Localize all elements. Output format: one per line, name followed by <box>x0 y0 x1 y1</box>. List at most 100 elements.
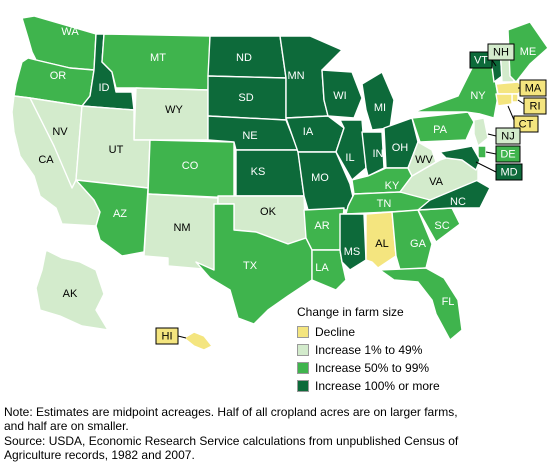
legend: Change in farm size Decline Increase 1% … <box>297 305 440 395</box>
state-label-nd: ND <box>236 52 252 64</box>
state-tag-ct: CT <box>507 105 539 133</box>
state-va <box>399 153 479 201</box>
state-label-wi: WI <box>333 90 346 102</box>
state-label-ok: OK <box>260 206 277 218</box>
state-label-hi: HI <box>162 331 173 343</box>
state-label-mn: MN <box>287 70 304 82</box>
state-tag-box <box>523 97 547 115</box>
state-nj <box>473 117 489 147</box>
state-tag-ma: MA <box>518 79 547 97</box>
note-text: Note: Estimates are midpoint acreages. H… <box>4 405 458 434</box>
source-text: Source: USDA, Economic Research Service … <box>4 433 459 463</box>
state-label-mi: MI <box>374 102 386 114</box>
state-label-nc: NC <box>450 196 466 208</box>
state-label-wv: WV <box>415 154 433 166</box>
legend-label: Increase 50% to 99% <box>315 361 430 375</box>
state-label-ny: NY <box>470 90 486 102</box>
state-label-id: ID <box>99 82 110 94</box>
state-tag-box <box>487 43 515 61</box>
state-label-co: CO <box>182 160 199 172</box>
state-label-nv: NV <box>52 126 68 138</box>
legend-item-high: Increase 100% or more <box>297 377 440 395</box>
state-de <box>477 145 487 159</box>
state-label-tx: TX <box>243 260 258 272</box>
leader-line <box>485 151 497 155</box>
state-label-ms: MS <box>344 246 361 258</box>
state-label-vt: VT <box>474 55 488 67</box>
state-wv <box>407 141 437 177</box>
state-label-ma: MA <box>525 83 542 95</box>
state-label-ga: GA <box>410 238 427 250</box>
state-label-ca: CA <box>38 154 54 166</box>
state-label-ky: KY <box>385 180 400 192</box>
leader-line <box>487 133 497 137</box>
state-tag-box <box>155 327 179 345</box>
state-wi <box>321 69 363 119</box>
leader-line <box>507 105 515 121</box>
state-label-la: LA <box>315 262 329 274</box>
state-label-fl: FL <box>442 296 455 308</box>
legend-swatch <box>297 326 309 338</box>
legend-item-decline: Decline <box>297 323 440 341</box>
legend-swatch <box>297 344 309 356</box>
state-label-sc: SC <box>434 220 449 232</box>
state-label-mt: MT <box>150 52 166 64</box>
state-tag-md: MD <box>475 161 523 181</box>
state-me <box>507 21 549 83</box>
state-tag-nh: NH <box>487 43 515 61</box>
legend-item-low: Increase 1% to 49% <box>297 341 440 359</box>
state-tag-nj: NJ <box>487 127 521 145</box>
state-ms <box>339 213 367 271</box>
state-label-il: IL <box>345 152 354 164</box>
legend-label: Increase 100% or more <box>315 379 440 393</box>
notes: Note: Estimates are midpoint acreages. H… <box>4 405 549 463</box>
legend-item-mid: Increase 50% to 99% <box>297 359 440 377</box>
state-ak <box>35 249 109 331</box>
state-label-mo: MO <box>311 172 329 184</box>
state-tag-vt: VT <box>469 51 497 69</box>
legend-title: Change in farm size <box>297 305 404 319</box>
legend-swatch <box>297 362 309 374</box>
state-tag-box <box>519 79 547 97</box>
state-tag-box <box>495 145 521 163</box>
state-label-ar: AR <box>314 220 329 232</box>
state-tag-de: DE <box>485 145 521 163</box>
legend-label: Increase 1% to 49% <box>315 343 423 357</box>
state-pa <box>411 111 475 143</box>
state-tag-box <box>495 127 521 145</box>
state-tag-hi: HI <box>155 327 187 345</box>
state-label-va: VA <box>429 176 444 188</box>
state-label-oh: OH <box>392 142 409 154</box>
legend-label: Decline <box>315 325 356 339</box>
state-label-wa: WA <box>61 26 79 38</box>
state-tx <box>195 203 313 325</box>
leader-line <box>475 161 497 173</box>
state-label-ri: RI <box>530 101 541 113</box>
state-label-md: MD <box>500 167 517 179</box>
leader-line <box>491 59 497 67</box>
state-label-nj: NJ <box>501 131 514 143</box>
state-ks <box>235 149 305 197</box>
state-label-or: OR <box>50 70 67 82</box>
state-tag-ri: RI <box>517 97 547 115</box>
state-label-wy: WY <box>165 104 183 116</box>
us-map: WA OR CA NV ID MT WY UT AZ CO NM ND SD NE KS OK TX MN IA MO… <box>11 15 549 351</box>
state-ct <box>495 93 513 107</box>
leader-line <box>177 335 187 339</box>
state-label-nm: NM <box>173 222 190 234</box>
state-label-ak: AK <box>63 288 78 300</box>
state-label-de: DE <box>500 149 515 161</box>
state-label-pa: PA <box>433 124 448 136</box>
state-ri <box>511 93 519 103</box>
state-label-me: ME <box>520 46 537 58</box>
state-label-ut: UT <box>109 144 124 156</box>
state-label-ks: KS <box>251 166 266 178</box>
leader-line <box>517 99 525 105</box>
state-label-ia: IA <box>303 126 314 138</box>
state-md <box>439 145 481 171</box>
state-label-al: AL <box>375 238 388 250</box>
state-hi <box>183 331 213 351</box>
state-label-ct: CT <box>519 119 534 131</box>
state-label-az: AZ <box>113 208 127 220</box>
legend-swatch <box>297 380 309 392</box>
